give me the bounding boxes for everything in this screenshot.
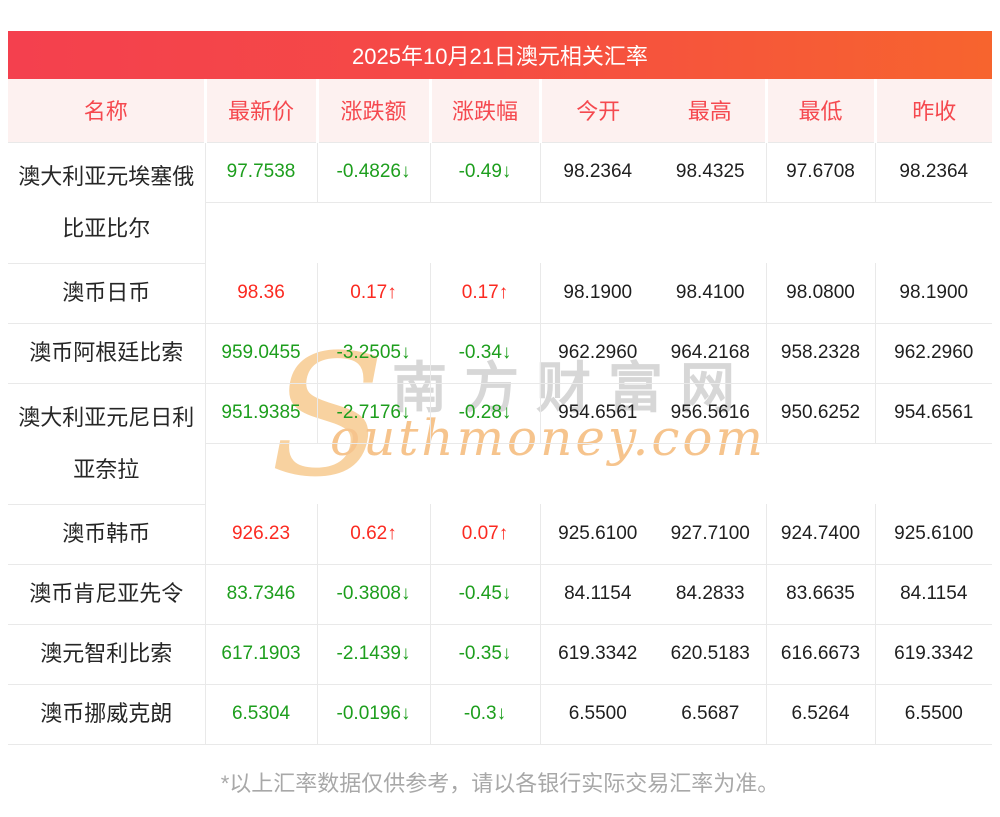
- prev-close-cell: 98.2364: [874, 142, 992, 203]
- exchange-rate-table: 名称 最新价 涨跌额 涨跌幅 今开 最高 最低 昨收 澳大利亚元埃塞俄比亚比尔 …: [8, 79, 992, 745]
- low-cell: 924.7400: [765, 504, 875, 565]
- open-cell: 619.3342: [539, 624, 655, 685]
- prev-close-cell: 925.6100: [874, 504, 992, 565]
- change-cell: -0.4826↓: [316, 142, 430, 203]
- change-cell: -2.1439↓: [316, 624, 430, 685]
- change-cell: 0.62↑: [316, 504, 430, 565]
- low-cell: 97.6708: [765, 142, 875, 203]
- low-cell: 950.6252: [765, 383, 875, 444]
- change-percent-cell: -0.49↓: [429, 142, 540, 203]
- prev-close-cell: 962.2960: [874, 323, 992, 384]
- table-row: 澳大利亚元埃塞俄比亚比尔 97.7538 -0.4826↓ -0.49↓ 98.…: [8, 142, 992, 264]
- name-cell: 澳大利亚元埃塞俄比亚比尔: [8, 142, 205, 264]
- open-cell: 84.1154: [539, 564, 655, 625]
- row-spacer: [8, 443, 992, 504]
- high-cell: 620.5183: [655, 624, 766, 685]
- change-percent-cell: -0.34↓: [429, 323, 540, 384]
- latest-price-cell: 617.1903: [204, 624, 317, 685]
- name-cell: 澳币日币: [8, 263, 205, 324]
- high-cell: 98.4100: [655, 263, 766, 324]
- change-cell: -3.2505↓: [316, 323, 430, 384]
- low-cell: 616.6673: [765, 624, 875, 685]
- table-row: 澳元智利比索 617.1903 -2.1439↓ -0.35↓ 619.3342…: [8, 624, 992, 685]
- latest-price-cell: 98.36: [204, 263, 317, 324]
- open-cell: 98.1900: [539, 263, 655, 324]
- change-percent-cell: -0.45↓: [429, 564, 540, 625]
- table-row: 澳币挪威克朗 6.5304 -0.0196↓ -0.3↓ 6.5500 6.56…: [8, 684, 992, 745]
- open-cell: 962.2960: [539, 323, 655, 384]
- page-title: 2025年10月21日澳元相关汇率: [352, 44, 648, 69]
- prev-close-cell: 619.3342: [874, 624, 992, 685]
- footer-note: *以上汇率数据仅供参考，请以各银行实际交易汇率为准。: [220, 770, 780, 796]
- change-percent-cell: 0.07↑: [429, 504, 540, 565]
- low-cell: 98.0800: [765, 263, 875, 324]
- high-cell: 98.4325: [655, 142, 766, 203]
- column-header-change: 涨跌额: [315, 79, 430, 143]
- name-cell: 澳元智利比索: [8, 624, 205, 685]
- high-cell: 84.2833: [655, 564, 766, 625]
- change-cell: -0.3808↓: [316, 564, 430, 625]
- change-cell: -2.7176↓: [316, 383, 430, 444]
- change-cell: -0.0196↓: [316, 684, 430, 745]
- latest-price-cell: 97.7538: [204, 142, 317, 203]
- open-cell: 925.6100: [539, 504, 655, 565]
- high-cell: 927.7100: [655, 504, 766, 565]
- table-row: 澳大利亚元尼日利亚奈拉 951.9385 -2.7176↓ -0.28↓ 954…: [8, 383, 992, 505]
- prev-close-cell: 84.1154: [874, 564, 992, 625]
- name-cell: 澳大利亚元尼日利亚奈拉: [8, 383, 205, 505]
- table-row: 澳币肯尼亚先令 83.7346 -0.3808↓ -0.45↓ 84.1154 …: [8, 564, 992, 625]
- change-percent-cell: 0.17↑: [429, 263, 540, 324]
- name-cell: 澳币韩币: [8, 504, 205, 565]
- title-banner: 2025年10月21日澳元相关汇率: [8, 31, 992, 79]
- name-cell: 澳币肯尼亚先令: [8, 564, 205, 625]
- table-row: 澳币韩币 926.23 0.62↑ 0.07↑ 925.6100 927.710…: [8, 504, 992, 565]
- latest-price-cell: 83.7346: [204, 564, 317, 625]
- name-cell: 澳币阿根廷比索: [8, 323, 205, 384]
- column-header-open: 今开: [538, 79, 655, 143]
- change-percent-cell: -0.3↓: [429, 684, 540, 745]
- table-row: 澳币阿根廷比索 959.0455 -3.2505↓ -0.34↓ 962.296…: [8, 323, 992, 384]
- latest-price-cell: 6.5304: [204, 684, 317, 745]
- column-header-prev-close: 昨收: [873, 79, 992, 143]
- high-cell: 964.2168: [655, 323, 766, 384]
- high-cell: 956.5616: [655, 383, 766, 444]
- column-header-change-pct: 涨跌幅: [428, 79, 540, 143]
- table-header-row: 名称 最新价 涨跌额 涨跌幅 今开 最高 最低 昨收: [8, 79, 992, 143]
- change-cell: 0.17↑: [316, 263, 430, 324]
- column-header-high: 最高: [655, 79, 766, 143]
- latest-price-cell: 951.9385: [204, 383, 317, 444]
- open-cell: 954.6561: [539, 383, 655, 444]
- column-header-low: 最低: [764, 79, 875, 143]
- latest-price-cell: 926.23: [204, 504, 317, 565]
- open-cell: 6.5500: [539, 684, 655, 745]
- prev-close-cell: 954.6561: [874, 383, 992, 444]
- low-cell: 6.5264: [765, 684, 875, 745]
- change-percent-cell: -0.35↓: [429, 624, 540, 685]
- table-row: 澳币日币 98.36 0.17↑ 0.17↑ 98.1900 98.4100 9…: [8, 263, 992, 324]
- low-cell: 83.6635: [765, 564, 875, 625]
- change-percent-cell: -0.28↓: [429, 383, 540, 444]
- column-header-name: 名称: [8, 79, 205, 143]
- latest-price-cell: 959.0455: [204, 323, 317, 384]
- row-spacer: [8, 202, 992, 263]
- prev-close-cell: 98.1900: [874, 263, 992, 324]
- rate-panel: 2025年10月21日澳元相关汇率 名称 最新价 涨跌额 涨跌幅 今开 最高 最…: [8, 0, 992, 798]
- column-header-latest: 最新价: [203, 79, 317, 143]
- low-cell: 958.2328: [765, 323, 875, 384]
- high-cell: 6.5687: [655, 684, 766, 745]
- open-cell: 98.2364: [539, 142, 655, 203]
- prev-close-cell: 6.5500: [874, 684, 992, 745]
- name-cell: 澳币挪威克朗: [8, 684, 205, 745]
